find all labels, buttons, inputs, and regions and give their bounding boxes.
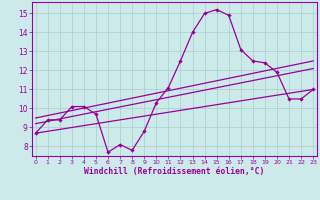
X-axis label: Windchill (Refroidissement éolien,°C): Windchill (Refroidissement éolien,°C)	[84, 167, 265, 176]
